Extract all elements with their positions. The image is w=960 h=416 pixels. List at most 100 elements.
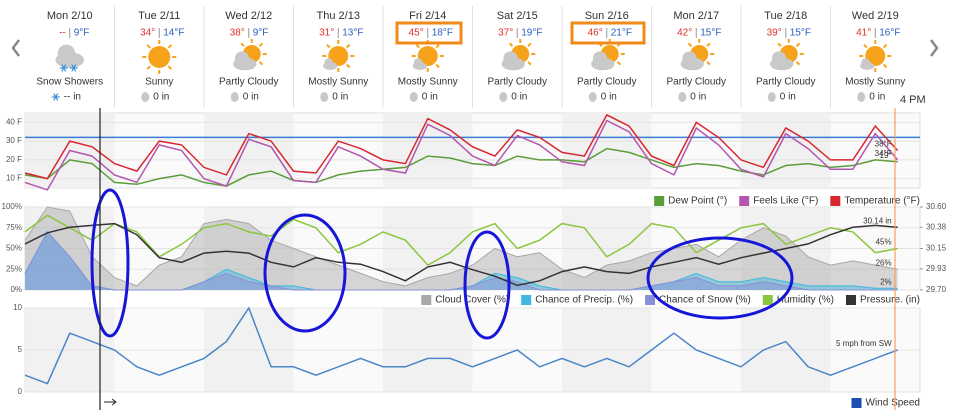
legend-label: Chance of Snow (%) (659, 295, 751, 306)
legend-swatch (851, 398, 862, 408)
day-label: Sat 2/15 (497, 10, 538, 22)
annotation-ellipse (263, 213, 347, 333)
legend-label: Pressure. (in) (860, 295, 920, 306)
sun-ray (326, 43, 331, 49)
cloud (324, 58, 333, 68)
high-temp: 45° (409, 28, 424, 39)
series-line (24, 214, 898, 267)
day-label: Fri 2/14 (409, 10, 446, 22)
low-temp: 15°F (790, 28, 811, 39)
sun-ray (687, 42, 693, 47)
y-tick-label: 75% (6, 223, 22, 232)
series-line (24, 222, 898, 287)
y-tick-label: 5 (18, 345, 23, 354)
series-line (24, 231, 898, 291)
time-arrow-head (111, 398, 117, 406)
y2-tick-label: 30.60 (926, 202, 947, 211)
condition: Partly Cloudy (219, 77, 278, 88)
legend-swatch (645, 295, 656, 305)
annotation-ellipse (90, 188, 130, 338)
legend-swatch (654, 196, 665, 206)
sun-ray (167, 44, 172, 49)
prev-arrow[interactable] (11, 39, 20, 57)
day-label: Tue 2/11 (138, 10, 180, 22)
legend-swatch (521, 295, 532, 305)
legend-label: Cloud Cover (%) (435, 295, 509, 306)
sun-ray (883, 63, 888, 69)
day-band (204, 113, 294, 188)
legend-swatch (830, 196, 841, 206)
condition: Mostly Sunny (845, 77, 905, 88)
legend-label: Temperature (°F) (844, 196, 920, 207)
precip: 0 in (780, 92, 796, 103)
precip-icon (141, 92, 150, 102)
condition: Mostly Sunny (398, 77, 458, 88)
high-temp: 46° (588, 28, 603, 39)
legend-swatch (845, 295, 856, 305)
snowflake (53, 93, 59, 101)
weather-icon (859, 40, 892, 72)
y2-tick-label: 29.93 (926, 264, 947, 273)
sun-ray (146, 44, 151, 49)
y-tick-label: 10 (13, 303, 22, 312)
cloud (413, 58, 423, 68)
end-label: 2% (880, 277, 892, 286)
high-temp: 42° (677, 28, 692, 39)
highlight-box (395, 21, 463, 45)
cloud (771, 51, 787, 66)
condition: Partly Cloudy (667, 77, 726, 88)
precip: -- in (64, 92, 81, 103)
sun-ray (435, 63, 440, 69)
weather-icon (55, 44, 85, 72)
cloud (503, 51, 518, 66)
day-label: Wed 2/12 (225, 10, 272, 22)
snowflake (61, 64, 67, 72)
precip-icon (230, 92, 239, 102)
day-band (562, 113, 652, 188)
weather-icon (322, 40, 355, 72)
legend-label: Feels Like (°F) (753, 196, 818, 207)
series-line (24, 306, 898, 385)
sun-ray (706, 42, 711, 47)
next-arrow[interactable] (930, 39, 939, 57)
condition: Snow Showers (36, 77, 103, 88)
high-temp: -- (59, 28, 66, 39)
high-temp: 34° (140, 28, 155, 39)
sun-ray (167, 65, 172, 70)
cloud (861, 58, 870, 68)
precip-icon (499, 92, 508, 102)
day-label: Wed 2/19 (852, 10, 899, 22)
condition: Sunny (145, 77, 173, 88)
y-tick-label: 40 F (6, 117, 22, 126)
condition: Mostly Sunny (308, 77, 368, 88)
cloud (682, 51, 697, 66)
y2-tick-label: 30.15 (926, 244, 947, 253)
condition: Partly Cloudy (577, 77, 636, 88)
sun-ray (240, 42, 245, 47)
annotation-ellipse (463, 230, 511, 340)
low-temp: 14°F (163, 28, 184, 39)
cloud (234, 51, 250, 66)
weather-icon (501, 39, 536, 71)
condition: Partly Cloudy (488, 77, 547, 88)
precip: 0 in (153, 92, 169, 103)
sun-ray (795, 42, 801, 47)
y-tick-label: 25% (6, 264, 22, 273)
end-label: 45% (876, 238, 892, 247)
legend-swatch (421, 295, 432, 305)
cloud (57, 44, 76, 63)
day-band (741, 113, 831, 188)
sun-ray (527, 42, 532, 47)
precip-icon (320, 92, 329, 102)
end-label: 5 mph from SW (836, 339, 892, 348)
precip: 0 in (511, 92, 527, 103)
weather-icon (591, 39, 625, 71)
weather-icon (680, 39, 715, 71)
precip: 0 in (422, 92, 438, 103)
precip: 0 in (332, 92, 348, 103)
precip: 0 in (869, 92, 885, 103)
cloud (592, 51, 608, 66)
day-label: Tue 2/18 (764, 10, 807, 22)
snowflake (71, 64, 77, 72)
precip-icon (857, 92, 866, 102)
